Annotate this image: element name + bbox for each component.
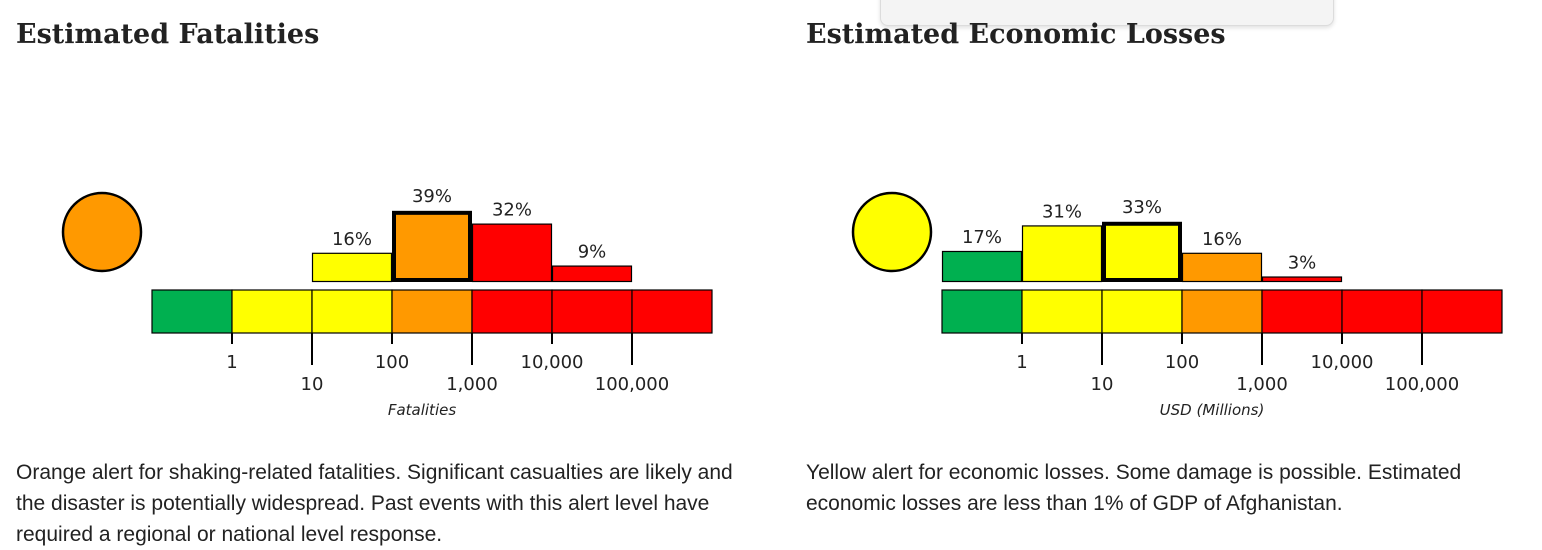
axis-label: USD (Millions) [1160,401,1265,419]
bar-percent-label: 31% [1042,201,1082,222]
alert-level-circle [61,191,143,273]
axis-label: Fatalities [388,401,457,419]
scale-segment [231,289,313,334]
probability-bar [941,250,1023,283]
scale-segment [1021,289,1103,334]
axis-tick-label: 1 [226,352,237,373]
probability-bar [1181,252,1263,283]
axis-tick-label: 10,000 [1311,352,1374,373]
alert-level-circle [851,191,933,273]
bar-percent-label: 33% [1122,197,1162,218]
scale-segment [1261,289,1343,334]
axis-tick-label: 10 [1091,374,1114,395]
axis-tick-label: 100,000 [1385,374,1459,395]
scale-segment [941,289,1023,334]
bar-percent-label: 16% [332,229,372,250]
scale-segment [1101,289,1183,334]
probability-bar [1261,276,1343,283]
axis-tick-label: 100 [375,352,409,373]
bar-percent-label: 32% [492,200,532,221]
economic-losses-title: Estimated Economic Losses [806,19,1226,50]
axis-tick-label: 1,000 [1236,374,1288,395]
probability-bar-highlighted [392,210,472,283]
probability-bar-highlighted [1102,221,1182,282]
axis-tick-label: 10 [301,374,324,395]
scale-segment [551,289,633,334]
scale-segment [311,289,393,334]
scale-segment [1421,289,1503,334]
economic-losses-chart: 17% 31% 33% 16% 3% 1 10 100 1,000 10,000 100,000 US… [851,191,1503,419]
axis-tick-label: 1 [1016,352,1027,373]
bar-percent-label: 16% [1202,229,1242,250]
economic-losses-panel: Estimated Economic Losses 17% 31% 33% 16% 3%… [806,0,1542,529]
scale-segment [1341,289,1423,334]
axis-tick-label: 10,000 [521,352,584,373]
fatalities-title: Estimated Fatalities [16,19,320,50]
bar-percent-label: 39% [412,186,452,207]
axis-tick-label: 1,000 [446,374,498,395]
bar-percent-label: 9% [578,242,607,263]
fatalities-panel: Estimated Fatalities 16% 39% 32% 9% 1 10 100 1,… [16,0,756,546]
bar-percent-label: 17% [962,227,1002,248]
axis-tick-label: 100 [1165,352,1199,373]
probability-bar [471,223,553,283]
economic-losses-description: Yellow alert for economic losses. Some d… [806,461,1462,515]
scale-segment [471,289,553,334]
scale-segment [631,289,713,334]
probability-bar [1021,225,1103,283]
popup-menu [880,0,1334,26]
fatalities-description: Orange alert for shaking-related fatalit… [16,461,733,546]
scale-segment [1181,289,1263,334]
scale-segment [391,289,473,334]
probability-bar [551,265,633,283]
probability-bar [311,252,393,283]
axis-tick-label: 100,000 [595,374,669,395]
fatalities-chart: 16% 39% 32% 9% 1 10 100 1,000 10,000 100,000 Fatal… [61,186,713,419]
bar-percent-label: 3% [1288,253,1317,274]
scale-segment [151,289,233,334]
